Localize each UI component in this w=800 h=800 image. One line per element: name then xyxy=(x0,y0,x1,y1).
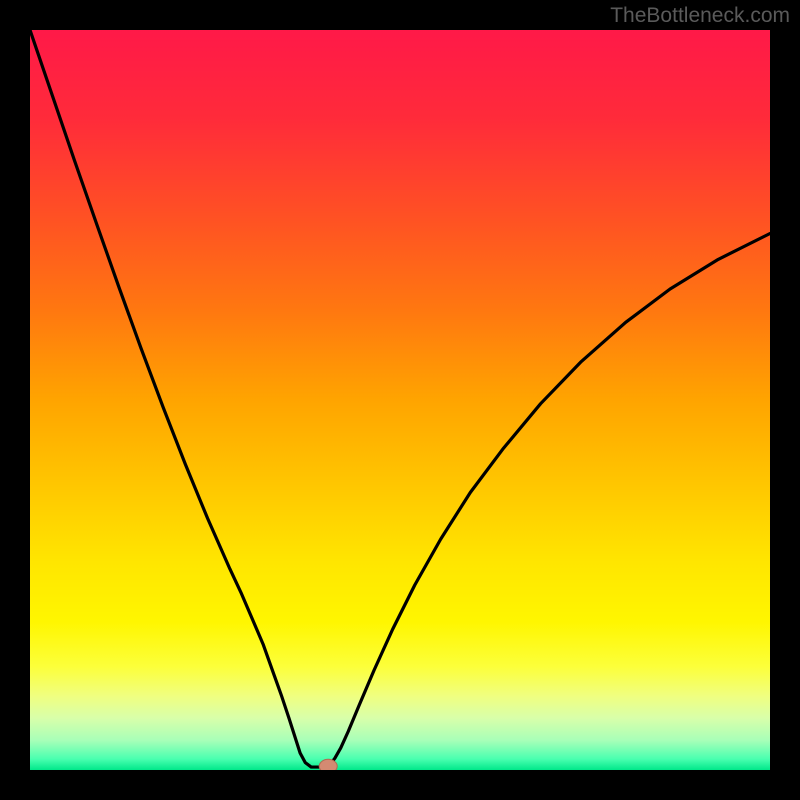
chart-plot-area xyxy=(30,30,770,770)
bottleneck-chart xyxy=(30,30,770,770)
chart-background xyxy=(30,30,770,770)
optimal-point-marker xyxy=(319,759,337,770)
watermark-text: TheBottleneck.com xyxy=(610,4,790,28)
